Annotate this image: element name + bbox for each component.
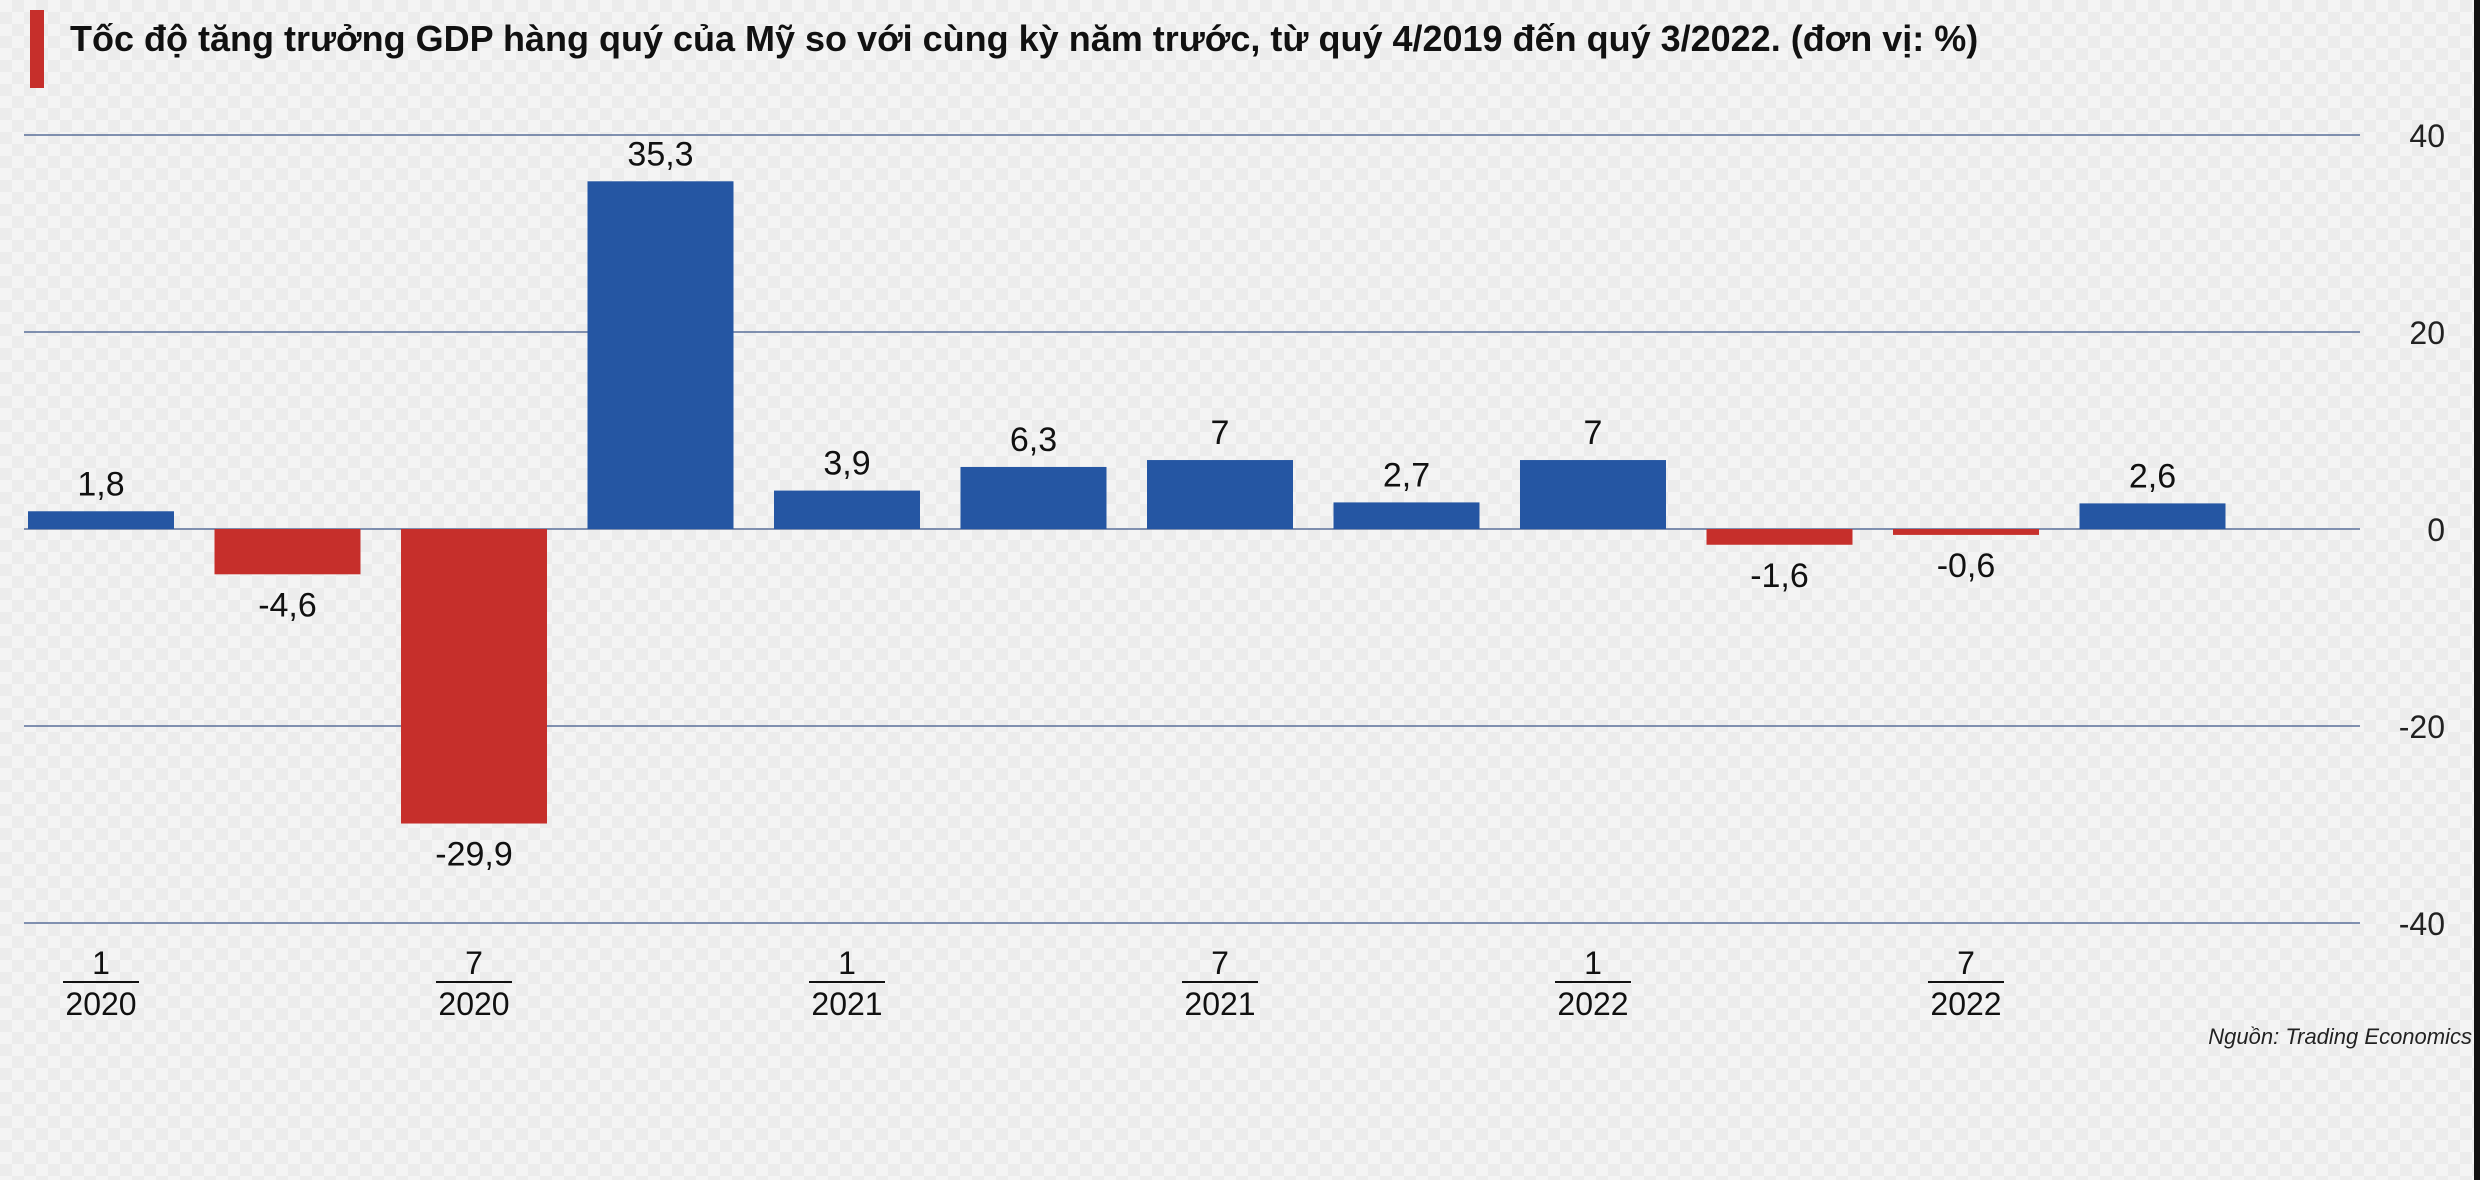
x-tick-label-top: 7 xyxy=(465,945,483,981)
x-tick-label-top: 7 xyxy=(1957,945,1975,981)
data-label: 7 xyxy=(1584,414,1603,452)
bar xyxy=(401,529,547,824)
data-label: -1,6 xyxy=(1750,557,1809,595)
y-tick-label: 40 xyxy=(2409,118,2445,154)
data-label: 3,9 xyxy=(823,445,870,483)
bar xyxy=(961,467,1107,529)
bar xyxy=(215,529,361,574)
bar xyxy=(28,511,174,529)
x-tick-label-bottom: 2020 xyxy=(438,986,509,1022)
x-tick-label-top: 1 xyxy=(1584,945,1602,981)
y-tick-label: -40 xyxy=(2399,906,2445,942)
right-edge-band xyxy=(2474,0,2480,1180)
data-label: -29,9 xyxy=(435,836,513,874)
bar xyxy=(1893,529,2039,535)
bar xyxy=(2080,503,2226,529)
bar xyxy=(1334,502,1480,529)
data-label: -0,6 xyxy=(1937,547,1996,585)
x-tick-label-top: 1 xyxy=(92,945,110,981)
data-label: -4,6 xyxy=(258,586,317,624)
bar xyxy=(588,181,734,529)
y-tick-label: -20 xyxy=(2399,709,2445,745)
x-tick-label-top: 1 xyxy=(838,945,856,981)
x-tick-label-bottom: 2020 xyxy=(65,986,136,1022)
x-tick-label-bottom: 2021 xyxy=(811,986,882,1022)
source-note: Nguồn: Trading Economics xyxy=(2208,1024,2472,1050)
bar xyxy=(1520,460,1666,529)
bar xyxy=(1147,460,1293,529)
x-tick-label-top: 7 xyxy=(1211,945,1229,981)
bar xyxy=(1707,529,1853,545)
data-label: 6,3 xyxy=(1010,421,1057,459)
x-tick-label-bottom: 2022 xyxy=(1557,986,1628,1022)
bar xyxy=(774,491,920,529)
x-tick-label-bottom: 2021 xyxy=(1184,986,1255,1022)
x-tick-label-bottom: 2022 xyxy=(1930,986,2001,1022)
data-label: 2,6 xyxy=(2129,457,2176,495)
y-tick-label: 0 xyxy=(2427,512,2445,548)
data-label: 2,7 xyxy=(1383,456,1430,494)
data-label: 1,8 xyxy=(77,465,124,503)
data-label: 35,3 xyxy=(627,135,693,173)
data-label: 7 xyxy=(1211,414,1230,452)
y-tick-label: 20 xyxy=(2409,315,2445,351)
